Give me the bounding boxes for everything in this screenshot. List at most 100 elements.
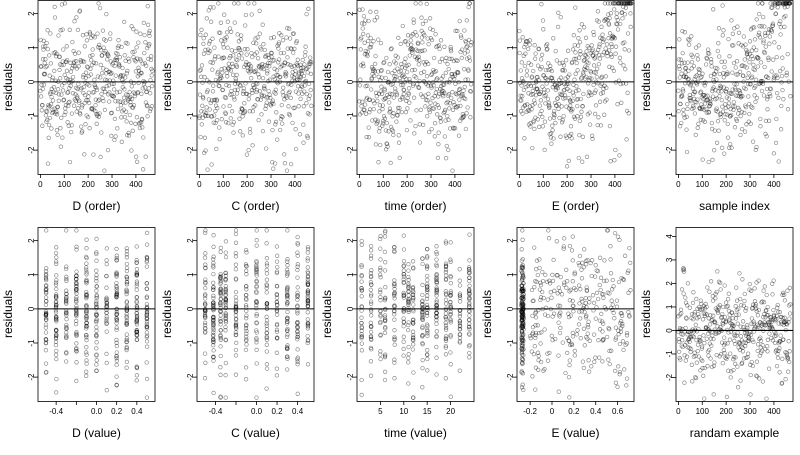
data-point (149, 73, 154, 78)
data-point (271, 58, 277, 63)
data-point (53, 294, 59, 299)
x-tick-label: -0.4 (209, 407, 223, 416)
data-point (74, 349, 79, 354)
data-point (550, 272, 555, 278)
data-point (219, 56, 225, 61)
data-point (573, 5, 578, 10)
data-point (106, 53, 111, 58)
data-point (218, 296, 223, 301)
data-point (708, 98, 713, 104)
data-point (74, 332, 79, 338)
data-point (626, 48, 632, 53)
data-point (713, 69, 719, 74)
data-point (677, 66, 682, 72)
data-point (436, 94, 441, 99)
data-point (526, 91, 531, 96)
data-point (81, 84, 86, 90)
data-point (697, 106, 703, 112)
data-point (124, 255, 130, 260)
data-point (104, 316, 109, 322)
data-point (706, 47, 711, 52)
data-point (223, 288, 228, 293)
data-point (378, 40, 384, 46)
data-point (88, 53, 93, 59)
data-point (593, 263, 598, 268)
data-point (115, 106, 121, 112)
data-point (685, 77, 691, 82)
data-point (198, 74, 204, 79)
data-point (74, 346, 79, 351)
x-tick-label: 400 (448, 180, 462, 189)
data-point (92, 84, 98, 89)
data-point (384, 120, 389, 126)
data-point (53, 50, 58, 55)
data-point (53, 111, 58, 116)
data-point (419, 28, 424, 34)
data-point (558, 134, 563, 139)
data-point (443, 297, 449, 302)
data-point (295, 391, 300, 396)
data-point (270, 127, 275, 133)
data-point (285, 292, 290, 298)
data-point (611, 284, 616, 289)
data-point (748, 121, 753, 126)
data-point (115, 126, 120, 131)
data-point (218, 245, 223, 251)
data-point (64, 317, 69, 322)
data-point (553, 87, 559, 93)
data-point (366, 125, 371, 130)
data-point (233, 48, 238, 54)
data-point (610, 36, 615, 41)
data-point (210, 36, 215, 41)
x-tick-label: 100 (377, 180, 391, 189)
data-point (237, 116, 242, 121)
data-point (700, 104, 705, 110)
data-point (64, 298, 69, 303)
data-point (558, 15, 563, 20)
data-point (540, 114, 545, 120)
data-point (254, 271, 259, 276)
data-point (114, 310, 119, 315)
y-tick-label: 0 (346, 79, 355, 84)
data-point (778, 25, 783, 30)
data-point (101, 86, 107, 92)
data-point (745, 325, 750, 330)
data-point (246, 147, 251, 153)
data-point (124, 320, 129, 325)
data-point (280, 114, 285, 120)
data-point (728, 106, 733, 112)
data-point (218, 275, 223, 280)
data-point (763, 33, 768, 38)
data-point (442, 134, 448, 139)
data-point (388, 91, 393, 96)
data-point (593, 88, 598, 93)
data-point (545, 313, 551, 319)
data-point (49, 94, 54, 100)
data-point (264, 327, 270, 332)
data-point (524, 73, 529, 78)
data-point (725, 135, 731, 140)
data-point (571, 82, 576, 87)
data-point (741, 85, 747, 90)
data-point (88, 35, 94, 41)
data-point (368, 359, 374, 364)
data-point (762, 64, 767, 70)
data-point (467, 58, 473, 63)
data-point (605, 1, 611, 6)
data-point (200, 94, 206, 100)
data-point (85, 64, 90, 69)
data-point (199, 63, 205, 68)
data-point (283, 93, 289, 99)
data-point (382, 86, 387, 92)
data-point (83, 122, 88, 127)
data-point (624, 108, 630, 114)
data-point (104, 273, 109, 279)
data-point (303, 49, 308, 55)
data-point (749, 53, 754, 59)
data-point (138, 70, 144, 75)
data-point (43, 340, 49, 346)
data-point (582, 66, 587, 72)
data-point (254, 395, 259, 400)
data-point (714, 96, 719, 101)
